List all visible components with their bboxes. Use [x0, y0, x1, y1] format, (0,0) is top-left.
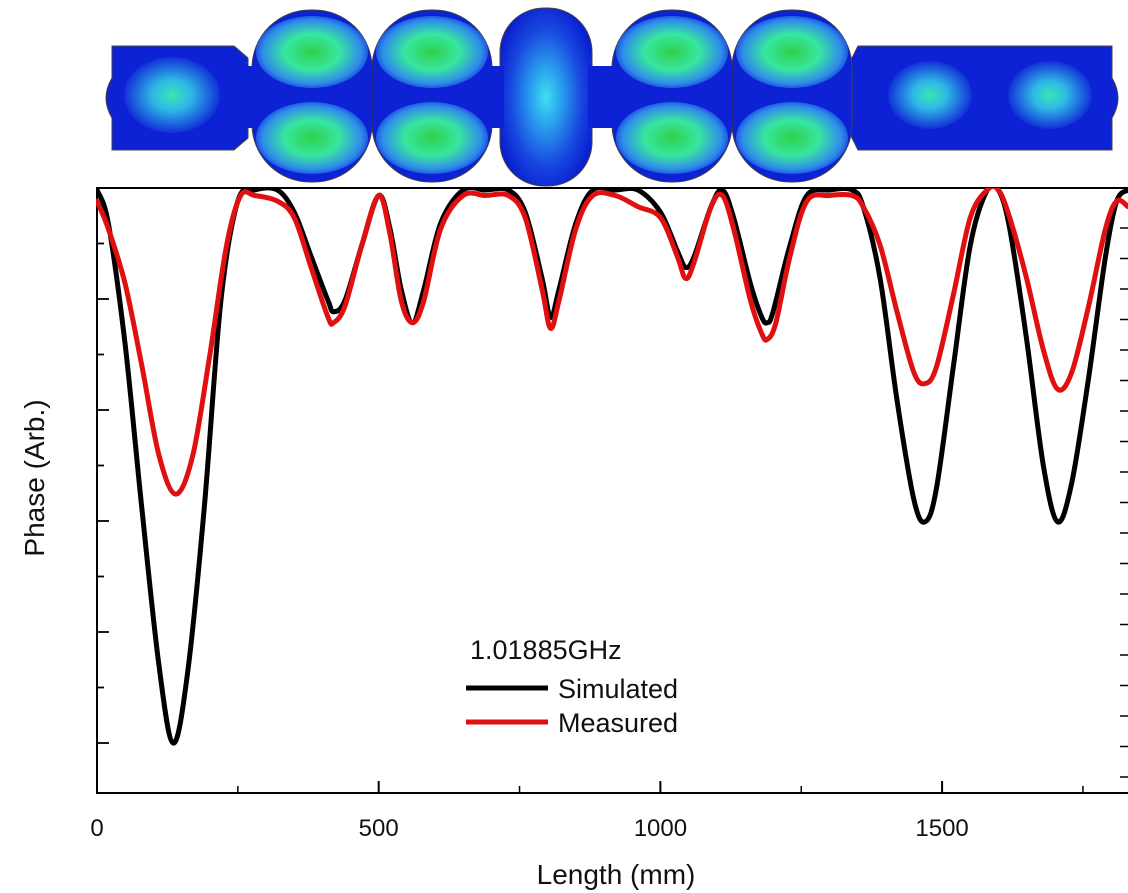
cavity-cell-1: [251, 9, 373, 183]
iris-1: [488, 66, 504, 128]
x-tick-label-1000: 1000: [634, 815, 687, 842]
legend-label-measured: Measured: [558, 708, 678, 738]
cavity-cell-3: [611, 9, 733, 183]
legend-label-simulated: Simulated: [558, 674, 678, 704]
x-axis-label: Length (mm): [537, 859, 696, 890]
field-spot-right-2: [1008, 61, 1092, 129]
field-spot-right-1: [888, 61, 972, 129]
legend-title: 1.01885GHz: [470, 635, 622, 665]
series-layer: [96, 188, 1128, 746]
cavity-cell-2: [371, 9, 493, 183]
field-spot-left: [124, 57, 220, 133]
x-axis-ticks: 0 500 1000 1500: [90, 781, 1084, 842]
y-axis-ticks: [97, 187, 109, 744]
x-tick-label-500: 500: [359, 815, 399, 842]
cavity-cell-center: [499, 7, 593, 187]
plot-area: 0 500 1000 1500: [90, 187, 1128, 842]
right-edge-ticks: [1120, 227, 1128, 778]
x-tick-label-0: 0: [90, 815, 103, 842]
series-line-measured: [96, 188, 1128, 497]
legend: 1.01885GHz Simulated Measured: [466, 635, 678, 738]
cavity-cell-4: [731, 9, 853, 183]
x-tick-label-1500: 1500: [915, 815, 968, 842]
iris-left: [240, 66, 256, 128]
cavity-field-map: [105, 7, 1119, 187]
y-axis-label: Phase (Arb.): [19, 399, 50, 556]
iris-2: [588, 66, 616, 128]
